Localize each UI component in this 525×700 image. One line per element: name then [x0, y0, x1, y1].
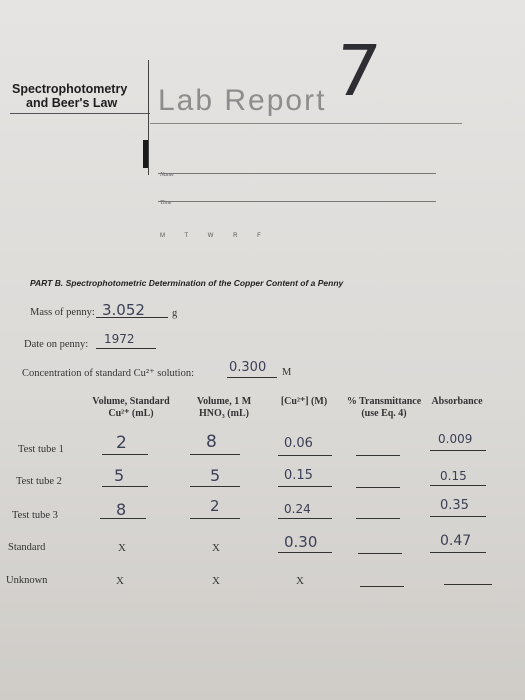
tt2-vol-std: 5: [114, 466, 125, 485]
mass-value: 3.052: [102, 301, 145, 319]
standard-conc-line: [278, 552, 332, 553]
tt3-abs-line: [430, 516, 486, 517]
date-label: Date on penny:: [24, 339, 89, 350]
row-label-test-tube-3: Test tube 3: [12, 510, 58, 521]
tt2-abs-line: [430, 485, 486, 486]
tt3-abs: 0.35: [440, 498, 469, 513]
tt3-vol-std: 8: [116, 500, 127, 519]
tt1-conc: 0.06: [284, 436, 313, 451]
time-label: Time: [160, 200, 172, 206]
tt3-vol-std-line: [100, 518, 146, 519]
tt2-conc-line: [278, 486, 332, 487]
col-header-vol-std-line2: Cu²⁺ (mL): [108, 408, 154, 419]
tt3-conc: 0.24: [284, 502, 311, 516]
tt1-vol-hno3: 8: [206, 432, 217, 452]
date-underline: [96, 348, 156, 349]
concentration-underline: [227, 377, 277, 378]
tt2-conc: 0.15: [284, 468, 313, 483]
tt3-transmittance-line[interactable]: [356, 518, 400, 519]
tt1-transmittance-line[interactable]: [356, 455, 400, 456]
tt2-abs: 0.15: [440, 469, 467, 483]
topic-line-1: Spectrophotometry: [12, 82, 128, 96]
standard-vol-std: X: [118, 542, 126, 554]
row-label-test-tube-2: Test tube 2: [16, 476, 62, 487]
standard-transmittance-line[interactable]: [358, 553, 402, 554]
col-header-vol-std: Volume, Standard Cu²⁺ (mL): [78, 396, 184, 420]
unknown-transmittance-line[interactable]: [360, 586, 404, 587]
col-header-absorbance: Absorbance: [431, 396, 483, 407]
part-b-title: PART B. Spectrophotometric Determination…: [30, 278, 344, 288]
standard-abs: 0.47: [440, 533, 472, 549]
unknown-conc: X: [296, 575, 304, 587]
tt1-vol-hno3-line: [190, 454, 240, 455]
tt2-vol-hno3-line: [190, 486, 240, 487]
col-header-conc: [Cu²⁺] (M): [280, 396, 328, 407]
date-value: 1972: [104, 332, 135, 346]
report-title: Lab Report: [158, 84, 327, 117]
header-marker-bar: [143, 140, 148, 168]
standard-conc: 0.30: [284, 533, 318, 551]
col-header-vol-hno3-line2: HNO₃ (mL): [199, 408, 249, 419]
name-label: Name: [160, 172, 174, 178]
col-header-vol-hno3-line1: Volume, 1 M: [196, 396, 252, 407]
standard-abs-line: [430, 552, 486, 553]
header-divider: [148, 60, 149, 175]
col-header-vol-std-line1: Volume, Standard: [92, 396, 170, 407]
col-header-transmittance: % Transmittance (use Eq. 4): [340, 396, 428, 420]
concentration-unit: M: [282, 367, 292, 378]
tt3-vol-hno3-line: [190, 518, 240, 519]
tt1-conc-line: [278, 455, 332, 456]
mass-label: Mass of penny:: [30, 307, 95, 318]
topic-rule: [10, 113, 150, 114]
title-rule: [150, 123, 462, 124]
concentration-value: 0.300: [229, 360, 267, 375]
report-number: 7: [330, 30, 384, 112]
tt1-abs-line: [430, 450, 486, 451]
unknown-vol-hno3: X: [212, 575, 220, 587]
row-label-unknown: Unknown: [6, 575, 48, 586]
concentration-label: Concentration of standard Cu²⁺ solution:: [22, 368, 194, 379]
col-header-transmittance-line1: % Transmittance: [346, 396, 422, 407]
tt3-vol-hno3: 2: [210, 497, 220, 515]
tt2-vol-hno3: 5: [210, 466, 221, 485]
time-field[interactable]: [158, 201, 436, 202]
weekday-selector[interactable]: M T W R F: [160, 233, 270, 239]
tt2-vol-std-line: [102, 486, 148, 487]
mass-unit: g: [172, 308, 178, 319]
topic-line-2: and Beer's Law: [26, 96, 118, 110]
unknown-vol-std: X: [116, 575, 124, 587]
row-label-standard: Standard: [8, 542, 46, 553]
standard-vol-hno3: X: [212, 542, 220, 554]
tt3-conc-line: [278, 518, 332, 519]
mass-underline: [96, 317, 168, 318]
tt1-vol-std-line: [102, 454, 148, 455]
unknown-abs-line[interactable]: [444, 584, 492, 585]
col-header-transmittance-line2: (use Eq. 4): [361, 408, 407, 419]
name-field[interactable]: [158, 173, 436, 174]
tt1-vol-std: 2: [116, 433, 127, 453]
col-header-vol-hno3: Volume, 1 M HNO₃ (mL): [184, 396, 264, 420]
tt2-transmittance-line[interactable]: [356, 487, 400, 488]
tt1-abs: 0.009: [438, 432, 473, 446]
row-label-test-tube-1: Test tube 1: [18, 444, 64, 455]
